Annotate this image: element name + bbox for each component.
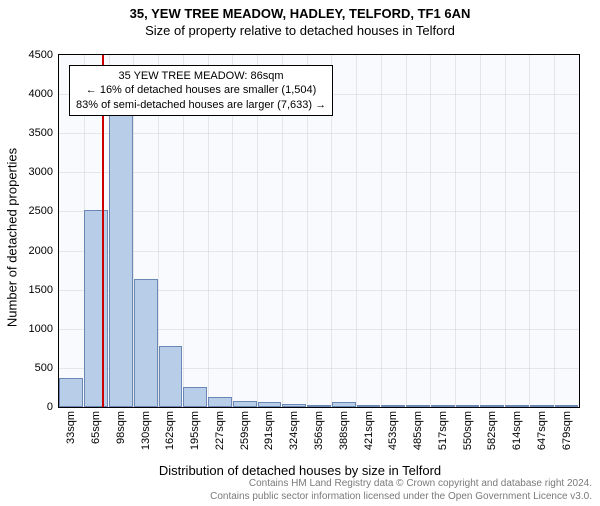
gridline-h: [59, 172, 579, 173]
footer-attribution: Contains HM Land Registry data © Crown c…: [210, 478, 592, 503]
bar: [307, 405, 331, 407]
footer-line2: Contains public sector information licen…: [210, 491, 592, 504]
bar: [480, 405, 504, 407]
xtick-label: 582sqm: [486, 411, 498, 450]
ytick-label: 500: [35, 362, 59, 374]
bar: [134, 279, 158, 407]
ytick-label: 2000: [29, 245, 59, 257]
gridline-h: [59, 133, 579, 134]
xtick-label: 421sqm: [363, 411, 375, 450]
ytick-label: 3000: [29, 166, 59, 178]
ytick-label: 0: [47, 401, 59, 413]
bar: [84, 210, 108, 407]
gridline-v: [529, 55, 530, 407]
xtick-label: 98sqm: [115, 411, 127, 444]
xtick-label: 485sqm: [412, 411, 424, 450]
annotation-line: 35 YEW TREE MEADOW: 86sqm: [76, 69, 326, 83]
chart-title: 35, YEW TREE MEADOW, HADLEY, TELFORD, TF…: [0, 6, 600, 21]
xtick-label: 195sqm: [189, 411, 201, 450]
bar: [183, 387, 207, 407]
bar: [406, 405, 430, 407]
bar: [555, 405, 579, 407]
xtick-label: 162sqm: [164, 411, 176, 450]
bar: [159, 346, 183, 407]
bar: [208, 397, 232, 407]
plot-area: 05001000150020002500300035004000450033sq…: [58, 54, 580, 408]
xtick-label: 227sqm: [214, 411, 226, 450]
bar: [258, 402, 282, 407]
xtick-label: 33sqm: [65, 411, 77, 444]
x-axis-label: Distribution of detached houses by size …: [0, 463, 600, 478]
gridline-h: [59, 251, 579, 252]
bar: [59, 378, 83, 407]
chart-container: 35, YEW TREE MEADOW, HADLEY, TELFORD, TF…: [0, 6, 600, 506]
gridline-v: [480, 55, 481, 407]
xtick-label: 647sqm: [536, 411, 548, 450]
bar: [530, 405, 554, 407]
gridline-v: [455, 55, 456, 407]
gridline-v: [505, 55, 506, 407]
ytick-label: 1500: [29, 284, 59, 296]
y-axis-label: Number of detached properties: [5, 148, 20, 327]
chart-subtitle: Size of property relative to detached ho…: [0, 23, 600, 38]
xtick-label: 259sqm: [239, 411, 251, 450]
ytick-label: 3500: [29, 127, 59, 139]
bar: [456, 405, 480, 407]
bar: [357, 405, 381, 407]
xtick-label: 65sqm: [90, 411, 102, 444]
xtick-label: 356sqm: [313, 411, 325, 450]
bar: [282, 404, 306, 407]
footer-line1: Contains HM Land Registry data © Crown c…: [210, 478, 592, 491]
gridline-v: [356, 55, 357, 407]
ytick-label: 2500: [29, 205, 59, 217]
gridline-v: [554, 55, 555, 407]
gridline-v: [430, 55, 431, 407]
annotation-line: ← 16% of detached houses are smaller (1,…: [76, 83, 326, 97]
ytick-label: 4000: [29, 88, 59, 100]
bar: [233, 401, 257, 407]
ytick-label: 4500: [29, 49, 59, 61]
annotation-box: 35 YEW TREE MEADOW: 86sqm← 16% of detach…: [69, 65, 333, 116]
bar: [109, 111, 133, 407]
gridline-h: [59, 211, 579, 212]
xtick-label: 324sqm: [288, 411, 300, 450]
y-axis-label-wrap: Number of detached properties: [12, 54, 26, 406]
bar: [332, 402, 356, 407]
bar: [431, 405, 455, 407]
xtick-label: 679sqm: [561, 411, 573, 450]
xtick-label: 517sqm: [437, 411, 449, 450]
gridline-v: [381, 55, 382, 407]
ytick-label: 1000: [29, 323, 59, 335]
xtick-label: 291sqm: [263, 411, 275, 450]
bar: [505, 405, 529, 407]
xtick-label: 550sqm: [462, 411, 474, 450]
gridline-v: [406, 55, 407, 407]
xtick-label: 614sqm: [511, 411, 523, 450]
bar: [381, 405, 405, 407]
xtick-label: 130sqm: [140, 411, 152, 450]
annotation-line: 83% of semi-detached houses are larger (…: [76, 98, 326, 112]
xtick-label: 388sqm: [338, 411, 350, 450]
xtick-label: 453sqm: [387, 411, 399, 450]
